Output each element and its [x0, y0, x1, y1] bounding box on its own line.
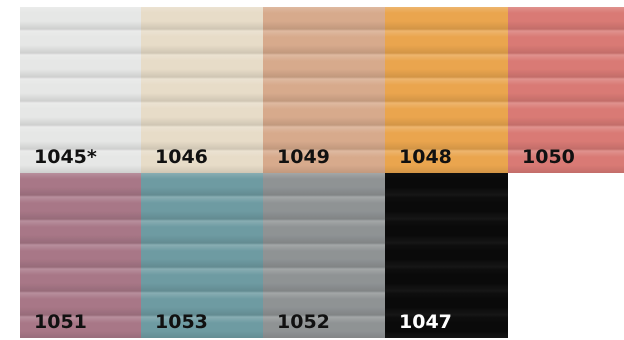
swatch-1053: 1053	[141, 173, 263, 338]
swatch-pleats	[385, 173, 508, 338]
swatch-1051: 1051	[20, 173, 141, 338]
swatch-code: 1052	[277, 311, 330, 333]
swatch-1045: 1045*	[20, 7, 141, 173]
swatch-pleats	[508, 7, 624, 173]
swatch-pleats	[20, 7, 141, 173]
swatch-pleats	[20, 173, 141, 338]
swatch-pleats	[263, 173, 385, 338]
swatch-1049: 1049	[263, 7, 385, 173]
swatch-pleats	[141, 173, 263, 338]
swatch-code: 1046	[155, 146, 208, 168]
swatch-1048: 1048	[385, 7, 508, 173]
swatch-code: 1047	[399, 311, 452, 333]
swatch-1047: 1047	[385, 173, 508, 338]
swatch-code: 1050	[522, 146, 575, 168]
swatch-1050: 1050	[508, 7, 624, 173]
swatch-pleats	[263, 7, 385, 173]
swatch-code: 1048	[399, 146, 452, 168]
swatch-code: 1051	[34, 311, 87, 333]
swatch-code: 1049	[277, 146, 330, 168]
swatch-code: 1045*	[34, 146, 97, 168]
swatch-1046: 1046	[141, 7, 263, 173]
swatch-pleats	[141, 7, 263, 173]
swatch-pleats	[385, 7, 508, 173]
swatch-1052: 1052	[263, 173, 385, 338]
swatch-code: 1053	[155, 311, 208, 333]
